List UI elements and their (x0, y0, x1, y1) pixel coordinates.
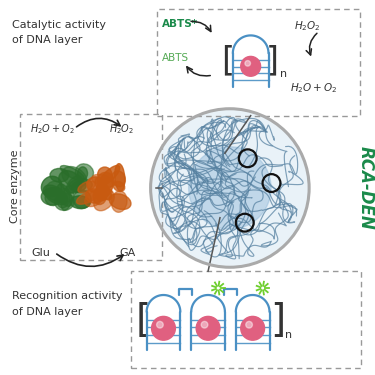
Text: of DNA layer: of DNA layer (12, 35, 82, 45)
Circle shape (246, 321, 252, 328)
Ellipse shape (99, 165, 120, 186)
Circle shape (157, 321, 163, 328)
Circle shape (245, 61, 250, 66)
Bar (131, 271, 361, 368)
Text: ABTS*: ABTS* (162, 19, 198, 28)
Bar (156, 9, 360, 115)
Ellipse shape (45, 188, 62, 206)
Ellipse shape (71, 181, 86, 192)
Text: [: [ (221, 45, 234, 78)
Circle shape (189, 147, 271, 229)
Ellipse shape (92, 174, 115, 187)
Text: Catalytic activity: Catalytic activity (12, 20, 106, 30)
Text: ABTS: ABTS (162, 53, 189, 63)
Ellipse shape (62, 166, 87, 188)
Ellipse shape (41, 176, 62, 197)
Text: $H_2O_2$: $H_2O_2$ (109, 123, 134, 136)
Ellipse shape (73, 190, 91, 209)
Ellipse shape (99, 188, 112, 200)
Ellipse shape (109, 194, 131, 210)
Ellipse shape (113, 182, 125, 192)
Text: $H_2O+O_2$: $H_2O+O_2$ (290, 81, 338, 95)
Ellipse shape (78, 181, 95, 193)
Bar (20, 114, 162, 260)
Text: $H_2O_2$: $H_2O_2$ (294, 20, 321, 33)
Ellipse shape (78, 167, 87, 180)
Ellipse shape (98, 172, 114, 189)
Ellipse shape (59, 171, 82, 193)
Ellipse shape (95, 189, 107, 201)
Circle shape (201, 321, 208, 328)
Text: $H_2O+O_2$: $H_2O+O_2$ (30, 123, 75, 136)
Ellipse shape (66, 176, 82, 193)
Circle shape (241, 56, 261, 76)
Ellipse shape (85, 190, 104, 207)
Ellipse shape (57, 189, 70, 208)
Ellipse shape (95, 178, 111, 200)
Ellipse shape (61, 185, 74, 210)
Text: n: n (280, 69, 288, 79)
Ellipse shape (44, 185, 68, 205)
Ellipse shape (50, 168, 69, 182)
Ellipse shape (70, 196, 90, 208)
Ellipse shape (75, 164, 93, 182)
Text: RCA-DEN: RCA-DEN (357, 146, 375, 230)
Text: ]: ] (266, 45, 279, 78)
Ellipse shape (60, 166, 84, 181)
Ellipse shape (41, 188, 64, 205)
Ellipse shape (57, 184, 72, 206)
Text: GA: GA (119, 248, 135, 258)
Ellipse shape (76, 191, 99, 204)
Circle shape (196, 316, 220, 340)
Text: of DNA layer: of DNA layer (12, 307, 82, 317)
Text: [: [ (136, 302, 151, 340)
Circle shape (151, 109, 309, 267)
Circle shape (152, 316, 176, 340)
Ellipse shape (111, 191, 127, 212)
Ellipse shape (98, 167, 112, 182)
Ellipse shape (87, 177, 104, 192)
Ellipse shape (86, 189, 102, 203)
Ellipse shape (95, 179, 113, 200)
Text: ]: ] (270, 302, 285, 340)
Text: n: n (285, 330, 292, 340)
Ellipse shape (94, 190, 114, 211)
Ellipse shape (45, 181, 65, 200)
Ellipse shape (112, 171, 125, 187)
Ellipse shape (93, 189, 106, 204)
Ellipse shape (115, 164, 125, 191)
Text: Recognition activity: Recognition activity (12, 291, 122, 301)
Text: Glu: Glu (32, 248, 51, 258)
Ellipse shape (69, 178, 92, 192)
Ellipse shape (55, 193, 74, 210)
Circle shape (241, 316, 264, 340)
Text: Core enzyme: Core enzyme (10, 149, 20, 223)
